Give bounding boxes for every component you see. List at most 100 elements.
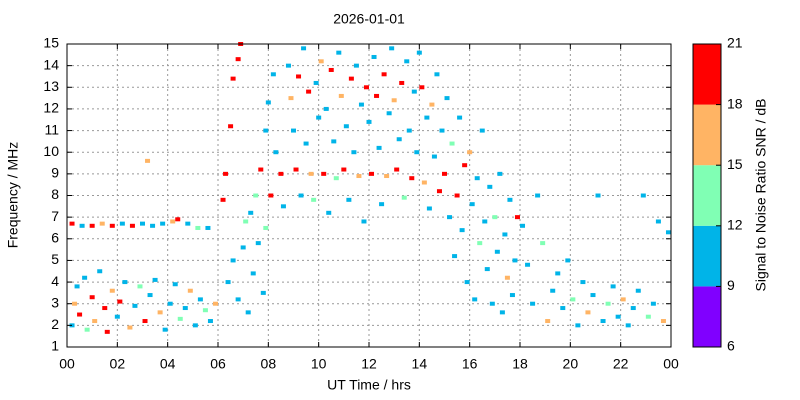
point [69,221,75,226]
colorbar-label: Signal to Noise Ratio SNR / dB [753,99,769,292]
point [255,241,261,246]
colorbar-tick-label: 12 [727,217,743,233]
point [341,167,347,172]
point [394,167,400,172]
point [316,115,322,120]
colorbar-segment [693,165,721,226]
point [97,269,103,274]
point [535,193,541,198]
point [379,202,385,207]
point [399,80,405,85]
y-axis-label: Frequency / MHz [5,142,21,249]
x-tick-label: 16 [462,356,478,372]
point [109,288,115,293]
colorbar-tick-label: 21 [727,35,743,51]
y-tick-label: 15 [43,35,59,51]
point [520,223,526,228]
axes: 00 02 04 06 08 10 12 14 16 18 20 22 0012345678910111… [43,35,679,372]
point [72,301,78,306]
point [82,275,88,280]
point [429,102,435,107]
plot-frame [66,43,672,348]
point [474,176,480,181]
point [182,306,188,311]
x-tick-label: 02 [110,356,126,372]
point [280,204,286,209]
point [625,323,631,328]
point [202,308,208,313]
point [650,301,656,306]
point [248,210,254,215]
point [489,301,495,306]
point [205,225,211,230]
point [509,293,515,298]
point [610,284,616,289]
y-tick-label: 14 [43,56,59,72]
point [328,67,334,72]
point [303,141,309,146]
point [431,154,437,159]
y-tick-label: 12 [43,100,59,116]
point [630,306,636,311]
point [285,63,291,68]
y-tick-label: 9 [51,165,59,181]
point [278,171,284,176]
marks [69,42,671,334]
point [263,128,269,133]
point [230,76,236,81]
colorbar-frame [692,43,722,348]
point [615,314,621,319]
y-tick-label: 2 [51,316,59,332]
x-tick-label: 14 [412,356,428,372]
point [492,215,498,220]
point [338,93,344,98]
point [479,128,485,133]
point [129,223,135,228]
point [311,197,317,202]
point [635,288,641,293]
point [487,184,493,189]
point [288,96,294,101]
point [235,297,241,302]
point [525,262,531,267]
y-tick-label: 10 [43,143,59,159]
point [313,80,319,85]
point [419,85,425,90]
point [147,293,153,298]
x-tick-label: 20 [563,356,579,372]
point [389,46,395,51]
point [306,89,312,94]
point [250,271,256,276]
point [343,124,349,129]
y-tick-label: 1 [51,338,59,354]
point [411,89,417,94]
point [462,163,468,168]
x-tick-label: 08 [261,356,277,372]
x-tick-label: 10 [311,356,327,372]
colorbar-tick-label: 9 [727,277,735,293]
x-tick-label: 06 [210,356,226,372]
point [605,301,611,306]
point [457,115,463,120]
point [363,85,369,90]
point [260,290,266,295]
point [477,241,483,246]
point [404,59,410,64]
point [152,277,158,282]
point [502,232,508,237]
point [230,258,236,263]
point [132,303,138,308]
y-tick-label: 6 [51,229,59,245]
point [570,297,576,302]
point [565,258,571,263]
point [351,150,357,155]
point [77,312,83,317]
point [555,271,561,276]
point [336,50,342,55]
point [545,319,551,324]
point [142,319,148,324]
point [449,141,455,146]
point [361,219,367,224]
point [195,225,201,230]
